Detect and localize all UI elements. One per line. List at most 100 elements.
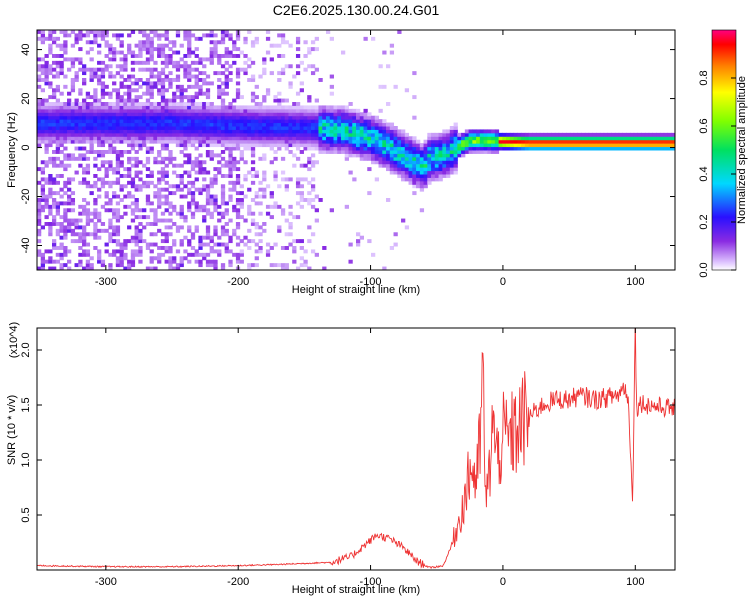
heatmap-cell [48,112,53,117]
heatmap-cell [513,132,518,137]
heatmap-cell [213,225,218,230]
heatmap-cell [292,215,297,220]
heatmap-cell [153,242,158,247]
heatmap-cell [641,143,646,148]
heatmap-cell [179,150,184,154]
heatmap-cell [633,139,638,144]
heatmap-cell [288,112,293,117]
colorbar-gradient [711,29,737,271]
heatmap-cell [524,132,530,137]
heatmap-cell [596,146,601,151]
heatmap-cell [423,177,428,182]
heatmap-cell [461,139,466,144]
heatmap-cell [153,126,158,130]
heatmap-cell [224,119,229,124]
heatmap-cell [322,129,327,134]
heatmap-cell [472,132,477,137]
heatmap-cell [108,208,113,213]
heatmap-cell [423,174,428,178]
heatmap-cell [194,225,199,230]
heatmap-cell [310,139,316,144]
heatmap-cell [325,105,331,110]
heatmap-cell [190,122,196,127]
heatmap-cell [644,132,650,137]
heatmap-cell [434,153,440,158]
heatmap-cell [209,105,214,110]
heatmap-cell [100,129,106,134]
heatmap-cell [48,225,53,230]
heatmap-cell [250,60,256,65]
heatmap-cell [157,102,162,106]
heatmap-cell [63,163,68,168]
heatmap-cell [198,235,203,240]
heatmap-cell [123,256,128,261]
heatmap-cell [209,136,214,141]
heatmap-cell [325,143,331,148]
y-tick-label: 40 [20,43,32,55]
heatmap-cell [59,136,64,141]
heatmap-cell [127,95,132,100]
heatmap-cell [70,57,76,62]
heatmap-cell [592,139,597,144]
heatmap-cell [273,174,278,178]
heatmap-cell [243,143,248,148]
heatmap-cell [138,143,143,148]
heatmap-cell [243,132,248,137]
heatmap-cell [250,150,256,154]
heatmap-cell [59,228,64,233]
heatmap-cell [292,105,297,110]
heatmap-cell [344,150,349,154]
heatmap-cell [55,246,61,250]
heatmap-cell [175,184,181,189]
heatmap-cell [153,81,158,86]
heatmap-cell [371,150,376,154]
heatmap-cell [190,184,196,189]
heatmap-cell [59,163,64,168]
heatmap-cell [431,150,436,154]
heatmap-cell [412,163,417,168]
heatmap-cell [44,259,49,264]
heatmap-cell [134,201,139,206]
heatmap-cell [93,33,98,38]
heatmap-cell [112,126,117,130]
heatmap-cell [558,143,563,148]
heatmap-cell [104,180,109,185]
heatmap-cell [596,136,601,141]
heatmap-cell [179,98,184,103]
heatmap-cell [329,74,334,79]
heatmap-cell [213,122,218,127]
heatmap-cell [164,235,169,240]
heatmap-cell [356,129,361,134]
x-tick-label: -200 [227,276,249,288]
heatmap-cell [442,174,447,178]
heatmap-cell [44,64,49,69]
heatmap-cell [307,139,312,144]
heatmap-cell [412,184,417,189]
snr-frame [36,327,676,571]
heatmap-cell [138,105,143,110]
heatmap-cell [44,177,49,182]
heatmap-cell [63,191,68,196]
heatmap-cell [74,126,79,130]
heatmap-cell [187,112,192,117]
heatmap-cell [187,259,192,264]
heatmap-cell [322,146,327,151]
heatmap-cell [374,122,380,127]
heatmap-cell [419,174,425,178]
heatmap-cell [44,112,49,117]
heatmap-cell [97,177,102,182]
heatmap-cell [318,139,323,144]
heatmap-cell [258,119,263,124]
heatmap-cell [164,30,169,34]
heatmap-cell [416,150,421,154]
heatmap-cell [59,263,64,268]
heatmap-cell [142,239,147,244]
heatmap-cell [48,119,53,124]
heatmap-cell [629,139,635,144]
heatmap-cell [194,170,199,175]
heatmap-cell [232,126,237,130]
heatmap-cell [59,174,64,178]
heatmap-cell [190,132,196,137]
heatmap-cell [284,232,289,237]
heatmap-cell [160,156,166,161]
